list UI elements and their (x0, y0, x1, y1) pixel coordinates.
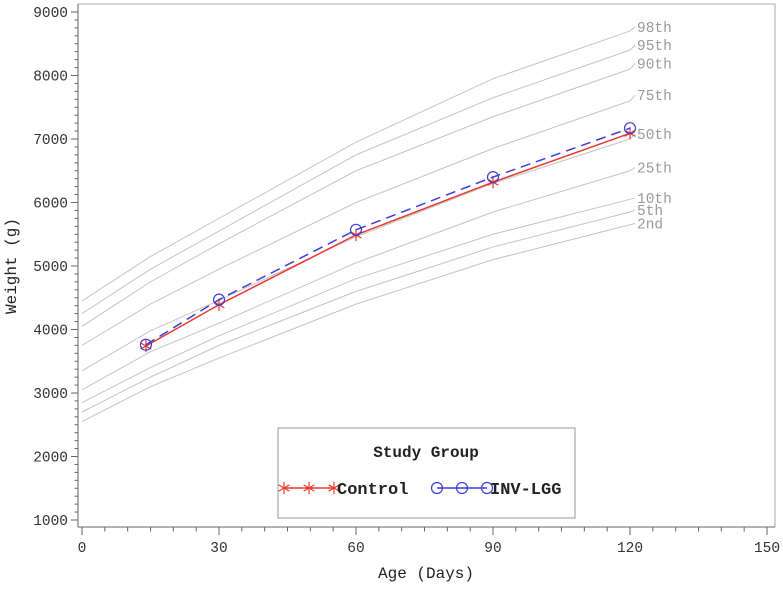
percentile-leader-50th (629, 133, 636, 140)
legend-inv-lgg-circle-marker (455, 481, 469, 495)
percentile-label-75th: 75th (637, 89, 672, 105)
x-tick-label: 150 (754, 541, 780, 557)
percentile-curve-95th (81, 49, 631, 315)
percentile-leader-90th (629, 63, 636, 70)
y-tick-label: 2000 (33, 451, 68, 467)
x-axis-title: Age (Days) (378, 565, 474, 583)
percentile-leader-10th (629, 197, 636, 200)
legend-box (277, 427, 576, 519)
percentile-label-95th: 95th (637, 39, 672, 55)
percentile-label-2nd: 2nd (637, 217, 663, 233)
legend-control-star-marker (328, 484, 340, 492)
y-tick-label: 4000 (33, 324, 68, 340)
x-tick-label: 30 (210, 541, 227, 557)
legend-control-star-marker (278, 484, 290, 492)
percentile-curve-10th (81, 198, 631, 403)
series-INV-LGG-circle-marker (623, 122, 637, 135)
y-tick-label: 6000 (33, 197, 68, 213)
series-INV-LGG-circle-marker (349, 223, 363, 236)
percentile-curve-90th (81, 68, 631, 327)
percentile-label-10th: 10th (637, 192, 672, 208)
y-tick-label: 3000 (33, 387, 68, 403)
percentile-leader-75th (629, 94, 636, 102)
percentile-leader-5th (629, 209, 636, 213)
y-tick-label: 9000 (33, 6, 68, 22)
x-tick-label: 90 (484, 541, 501, 557)
percentile-curve-2nd (81, 224, 631, 423)
percentile-label-98th: 98th (637, 21, 672, 37)
legend-samples (278, 481, 494, 495)
series-INV-LGG-circle-marker (486, 171, 500, 184)
x-tick-label: 120 (617, 541, 643, 557)
y-tick-label: 1000 (33, 514, 68, 530)
series-INV-LGG-circle-marker (212, 293, 226, 306)
legend-inv-lgg-circle-marker (480, 481, 494, 495)
y-tick-label: 7000 (33, 133, 68, 149)
legend-inv-lgg-circle-marker (430, 481, 444, 495)
legend-label-inv-lgg: INV-LGG (490, 481, 561, 500)
percentile-leader-98th (629, 26, 636, 32)
legend: Study Group Control INV-LGG (277, 427, 576, 519)
series-line-INV-LGG (145, 127, 631, 346)
x-tick-label: 0 (78, 541, 87, 557)
percentile-label-25th: 25th (637, 162, 672, 178)
percentile-curve-25th (81, 170, 631, 391)
percentile-curve-50th (81, 138, 631, 372)
series-INV-LGG-circle-marker (139, 338, 153, 351)
y-tick-label: 8000 (33, 70, 68, 86)
percentile-leader-25th (629, 167, 636, 172)
percentile-curve-75th (81, 100, 631, 346)
percentile-leader-2nd (629, 222, 636, 226)
percentile-curve-98th (81, 30, 631, 302)
series-Control-star-marker (140, 342, 152, 350)
percentile-label-5th: 5th (637, 204, 663, 220)
y-tick-label: 5000 (33, 260, 68, 276)
percentile-label-50th: 50th (637, 128, 672, 144)
y-axis-title: Weight (g) (3, 218, 21, 314)
legend-title: Study Group (373, 444, 479, 462)
x-tick-label: 60 (347, 541, 364, 557)
percentile-label-90th: 90th (637, 57, 672, 73)
legend-label-control: Control (337, 481, 408, 500)
percentile-leader-95th (629, 44, 636, 51)
percentile-curve-5th (81, 211, 631, 413)
legend-control-star-marker (303, 484, 315, 492)
